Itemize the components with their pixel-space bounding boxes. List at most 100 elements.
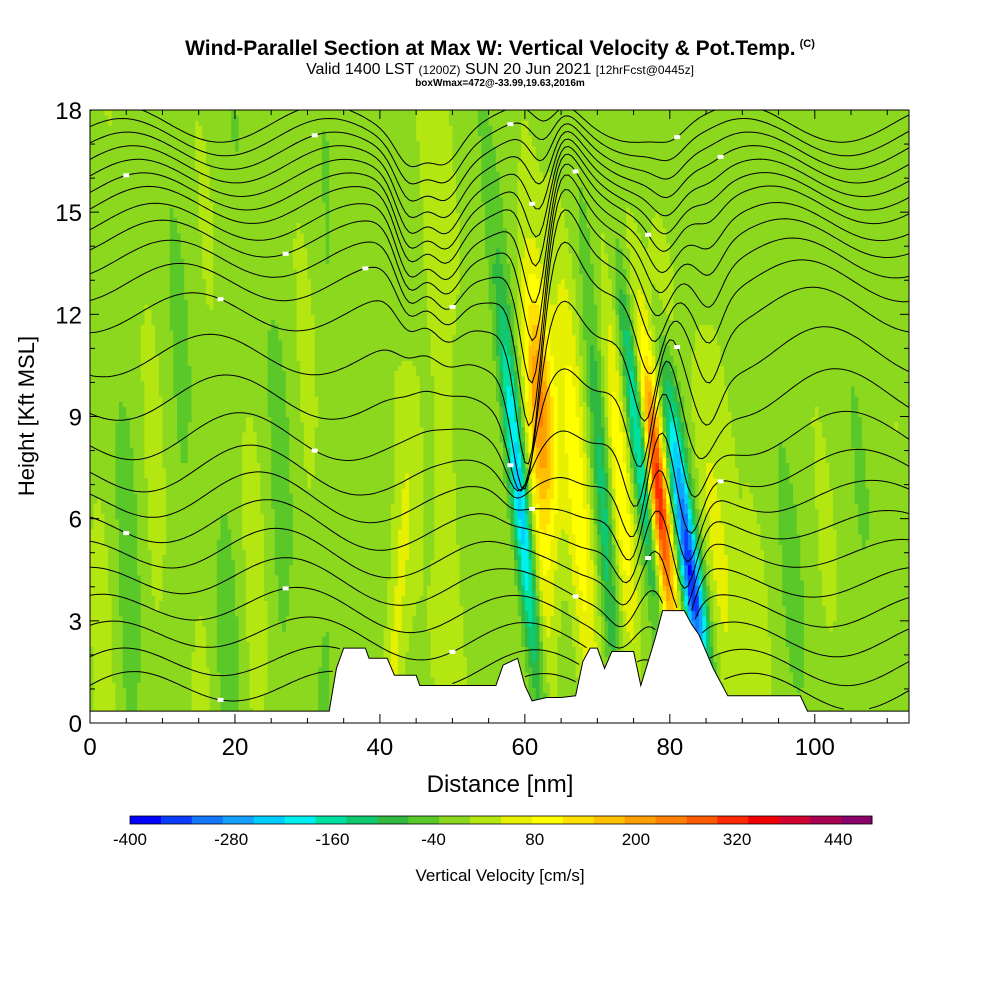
w-cell (666, 467, 671, 479)
isentrope-line (90, 360, 909, 492)
vertical-velocity-field (90, 110, 909, 723)
w-cell (274, 110, 279, 326)
w-cell (532, 569, 537, 591)
w-cell (524, 467, 530, 484)
isentrope-line (90, 138, 909, 235)
w-cell (503, 309, 508, 346)
contour-label-marker (282, 586, 289, 591)
w-cell (666, 493, 671, 504)
w-cell (572, 110, 577, 280)
w-cell (687, 508, 693, 520)
w-cell (619, 288, 624, 331)
w-cell (662, 416, 667, 433)
w-cell (517, 518, 522, 540)
w-cell (601, 426, 606, 469)
w-cell (720, 365, 725, 525)
isentrope-line (90, 469, 909, 563)
w-cell (296, 360, 301, 723)
w-cell (706, 513, 711, 566)
w-cell (669, 355, 674, 372)
w-cell (651, 595, 656, 647)
w-cell (499, 110, 504, 198)
w-cell (524, 283, 530, 402)
w-cell (285, 615, 290, 723)
w-cell (789, 110, 794, 484)
w-cell (633, 590, 638, 612)
w-cell (561, 110, 566, 208)
w-cell (673, 442, 678, 494)
w-cell (564, 288, 569, 366)
w-cell (659, 447, 664, 458)
w-cell (771, 110, 776, 723)
w-cell (738, 498, 743, 723)
w-cell (535, 161, 540, 249)
w-cell (140, 380, 145, 723)
w-cell (173, 110, 178, 218)
x-tick-label: 0 (83, 734, 96, 761)
w-cell (90, 528, 95, 647)
isentrope-line (90, 130, 909, 219)
w-cell (764, 110, 769, 586)
w-cell (532, 299, 537, 326)
w-cell (706, 564, 711, 586)
colorbar-swatch (284, 816, 316, 824)
w-cell (604, 447, 609, 474)
w-cell (615, 237, 620, 315)
w-cell (202, 110, 207, 142)
w-cell (680, 574, 685, 586)
w-cell (687, 605, 693, 612)
w-cell (666, 442, 671, 458)
w-cell (553, 181, 559, 305)
w-cell (553, 304, 559, 387)
w-cell (169, 110, 174, 208)
w-cell (709, 620, 714, 647)
w-cell (209, 110, 214, 203)
w-cell (148, 549, 153, 723)
w-cell (235, 615, 240, 723)
w-cell (303, 247, 308, 469)
w-cell (242, 110, 247, 433)
w-cell (745, 482, 751, 723)
w-cell (144, 304, 149, 479)
w-cell (706, 324, 711, 463)
w-cell (256, 110, 261, 464)
w-cell (557, 110, 562, 193)
w-cell (510, 503, 515, 525)
w-cell (644, 457, 649, 469)
w-cell (122, 110, 127, 407)
w-cell (263, 692, 269, 723)
w-cell (524, 401, 530, 433)
w-cell (648, 411, 653, 438)
w-cell (695, 574, 700, 586)
w-cell (655, 426, 660, 438)
w-cell (691, 534, 696, 540)
w-cell (307, 278, 312, 489)
w-cell (564, 600, 569, 723)
w-cell (811, 426, 816, 723)
w-cell (684, 503, 689, 515)
w-cell (687, 564, 693, 576)
w-cell (691, 559, 696, 571)
w-cell (528, 559, 533, 627)
w-cell (680, 554, 685, 566)
w-cell (430, 559, 435, 678)
w-cell (314, 110, 319, 397)
w-cell (528, 345, 533, 382)
w-cell (630, 452, 635, 469)
w-cell (582, 508, 587, 612)
w-cell (640, 324, 645, 397)
w-cell (684, 513, 689, 530)
colorbar-swatch (562, 816, 595, 824)
w-cell (662, 110, 667, 229)
w-cell (655, 288, 660, 366)
isentrope-line (90, 300, 909, 490)
w-cell (648, 380, 653, 392)
w-cell (376, 110, 381, 683)
w-cell (427, 585, 432, 632)
w-cell (601, 615, 606, 673)
w-cell (155, 110, 160, 356)
w-cell (546, 523, 551, 571)
colorbar-swatch (253, 816, 286, 824)
w-cell (543, 380, 548, 469)
